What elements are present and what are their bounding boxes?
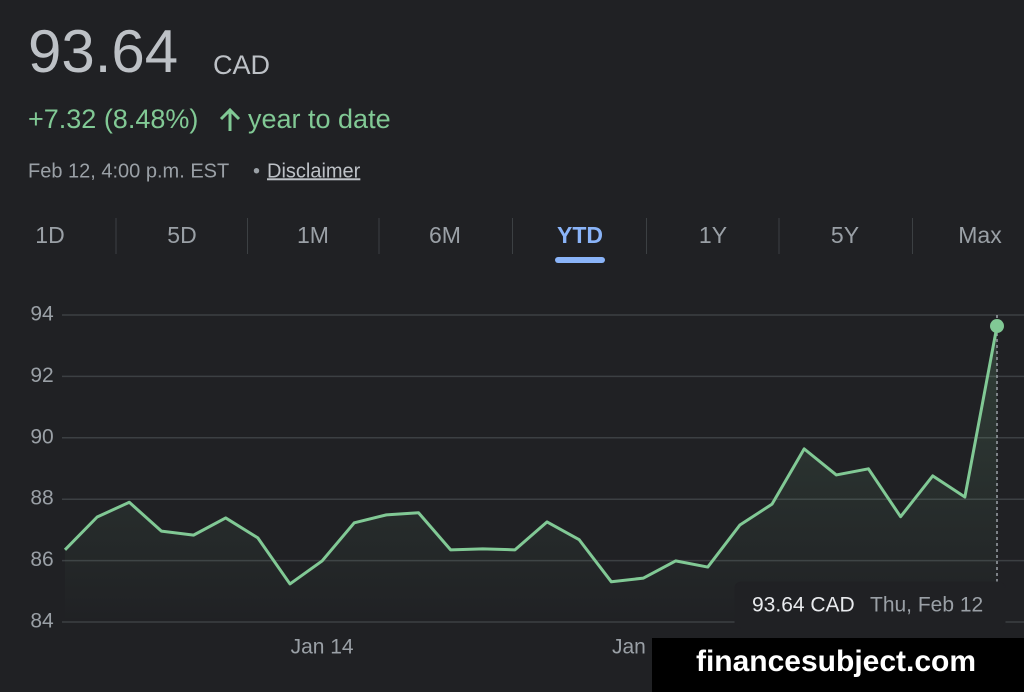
period: year to date bbox=[248, 104, 391, 134]
currency: CAD bbox=[213, 50, 270, 80]
y-tick-label: 92 bbox=[30, 364, 53, 387]
y-tick-label: 84 bbox=[30, 610, 54, 633]
x-tick-label: Jan 14 bbox=[291, 636, 354, 659]
last-point bbox=[990, 319, 1004, 334]
range-tab[interactable]: Max bbox=[958, 222, 1002, 248]
y-tick-label: 88 bbox=[30, 487, 53, 510]
range-tabs: 1D 5D 1M 6M YTD 1Y 5Y Max bbox=[35, 218, 1002, 263]
selected-indicator bbox=[555, 257, 605, 263]
timestamp: Feb 12, 4:00 p.m. EST bbox=[28, 160, 229, 182]
range-tab[interactable]: 5D bbox=[167, 222, 196, 248]
watermark-bg bbox=[652, 638, 1024, 692]
range-tab[interactable]: YTD bbox=[557, 222, 603, 248]
disclaimer-link[interactable]: Disclaimer bbox=[267, 160, 361, 182]
tooltip-date: Thu, Feb 12 bbox=[870, 594, 983, 617]
y-tick-label: 90 bbox=[30, 425, 53, 448]
y-tick-label: 86 bbox=[30, 548, 53, 571]
price-line bbox=[63, 325, 999, 586]
range-tab[interactable]: 1D bbox=[35, 222, 64, 248]
price: 93.64 bbox=[28, 18, 178, 85]
up-arrow bbox=[219, 107, 241, 131]
tooltip-box bbox=[734, 581, 1006, 629]
separator: • bbox=[253, 160, 260, 182]
change: +7.32 (8.48%) bbox=[28, 104, 198, 134]
range-tab[interactable]: 1M bbox=[297, 222, 329, 248]
range-tab[interactable]: 6M bbox=[429, 222, 461, 248]
tooltip-value: 93.64 CAD bbox=[752, 594, 855, 617]
y-tick-label: 94 bbox=[30, 303, 54, 326]
range-tab[interactable]: 1Y bbox=[699, 222, 727, 248]
area bbox=[65, 326, 997, 622]
range-tab[interactable]: 5Y bbox=[831, 222, 859, 248]
watermark: financesubject.com bbox=[696, 645, 976, 678]
